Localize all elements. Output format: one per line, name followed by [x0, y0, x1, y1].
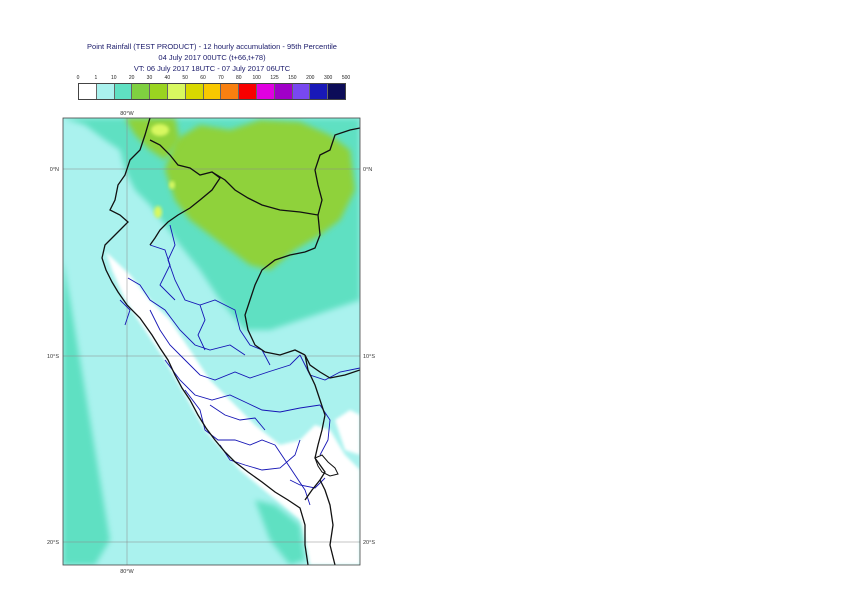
legend-swatch [203, 84, 222, 99]
graticule [63, 118, 360, 565]
legend-swatch [221, 84, 240, 99]
legend-swatch [256, 84, 275, 99]
legend-tick-label: 80 [236, 75, 242, 81]
legend-tick-label: 40 [164, 75, 171, 81]
lon-label-top: 80°W [120, 111, 134, 117]
map-title: Point Rainfall (TEST PRODUCT) - 12 hourl… [87, 42, 337, 51]
legend-swatch [185, 84, 204, 99]
peru-brazil-border [244, 251, 306, 356]
legend-swatch [328, 84, 345, 99]
lat-label-20s-right: 20°S [363, 540, 375, 546]
dry-area-patch [335, 410, 360, 455]
legend-swatch [310, 84, 329, 99]
legend-swatches [78, 83, 346, 100]
medium-rain-strip [63, 260, 110, 565]
colombia-peru-border [211, 171, 321, 253]
legend-tick-label: 50 [182, 75, 188, 81]
legend-tick-label: 500 [341, 75, 351, 81]
ecuador-border [149, 139, 221, 246]
medium-rain-south [255, 500, 305, 565]
legend-tick-label: 125 [270, 75, 279, 81]
lake-titicaca [314, 454, 339, 477]
lat-label-10s-left: 10°S [47, 354, 59, 360]
legend-swatch [167, 84, 186, 99]
lat-label-0-left: 0°N [50, 167, 59, 173]
lat-label-10s-right: 10°S [363, 354, 375, 360]
legend-tick-label: 60 [200, 75, 206, 81]
bolivia-border [304, 354, 360, 379]
legend-tick-label: 100 [252, 75, 261, 81]
coastline [101, 118, 309, 565]
lon-label-bottom: 80°W [120, 569, 134, 575]
legend-swatch [274, 84, 293, 99]
legend-tick-label: 0 [76, 75, 80, 81]
legend-tick-label: 20 [128, 75, 135, 81]
rain-maximum-2 [154, 206, 162, 218]
legend-tick-label: 10 [110, 75, 117, 81]
legend-swatch [114, 84, 133, 99]
legend-tick-label: 70 [218, 75, 224, 81]
validity-time-label: VT: 06 July 2017 18UTC - 07 July 2017 06… [133, 64, 291, 73]
department-borders [119, 224, 360, 506]
legend-tick-label: 300 [323, 75, 333, 81]
rain-maximum-3 [169, 181, 175, 189]
rainfall-field [63, 118, 360, 565]
legend-swatch [150, 84, 168, 99]
legend-tick-label: 30 [146, 75, 153, 81]
country-borders [101, 118, 360, 565]
colombia-brazil-border [314, 127, 360, 216]
legend-tick-label: 150 [288, 75, 297, 81]
legend-tick-label: 200 [306, 75, 315, 81]
legend-swatch [132, 84, 151, 99]
legend-tick-label: 1 [94, 75, 98, 81]
dry-area [106, 252, 360, 565]
color-legend: 0 1 10 20 30 40 50 60 70 80 100 125 150 200 300 500 [76, 75, 350, 103]
legend-swatch [79, 84, 97, 99]
map-frame [62, 117, 361, 566]
legend-swatch [292, 84, 311, 99]
lat-label-0-right: 0°N [363, 167, 372, 173]
legend-swatch [96, 84, 115, 99]
run-time-label: 04 July 2017 00UTC (t+66,t+78) [158, 53, 266, 62]
lat-label-20s-left: 20°S [47, 540, 59, 546]
chile-bolivia-border [319, 479, 336, 565]
rain-maximum-1 [151, 124, 169, 136]
legend-swatch [239, 84, 257, 99]
heavy-rain-area [165, 120, 355, 270]
